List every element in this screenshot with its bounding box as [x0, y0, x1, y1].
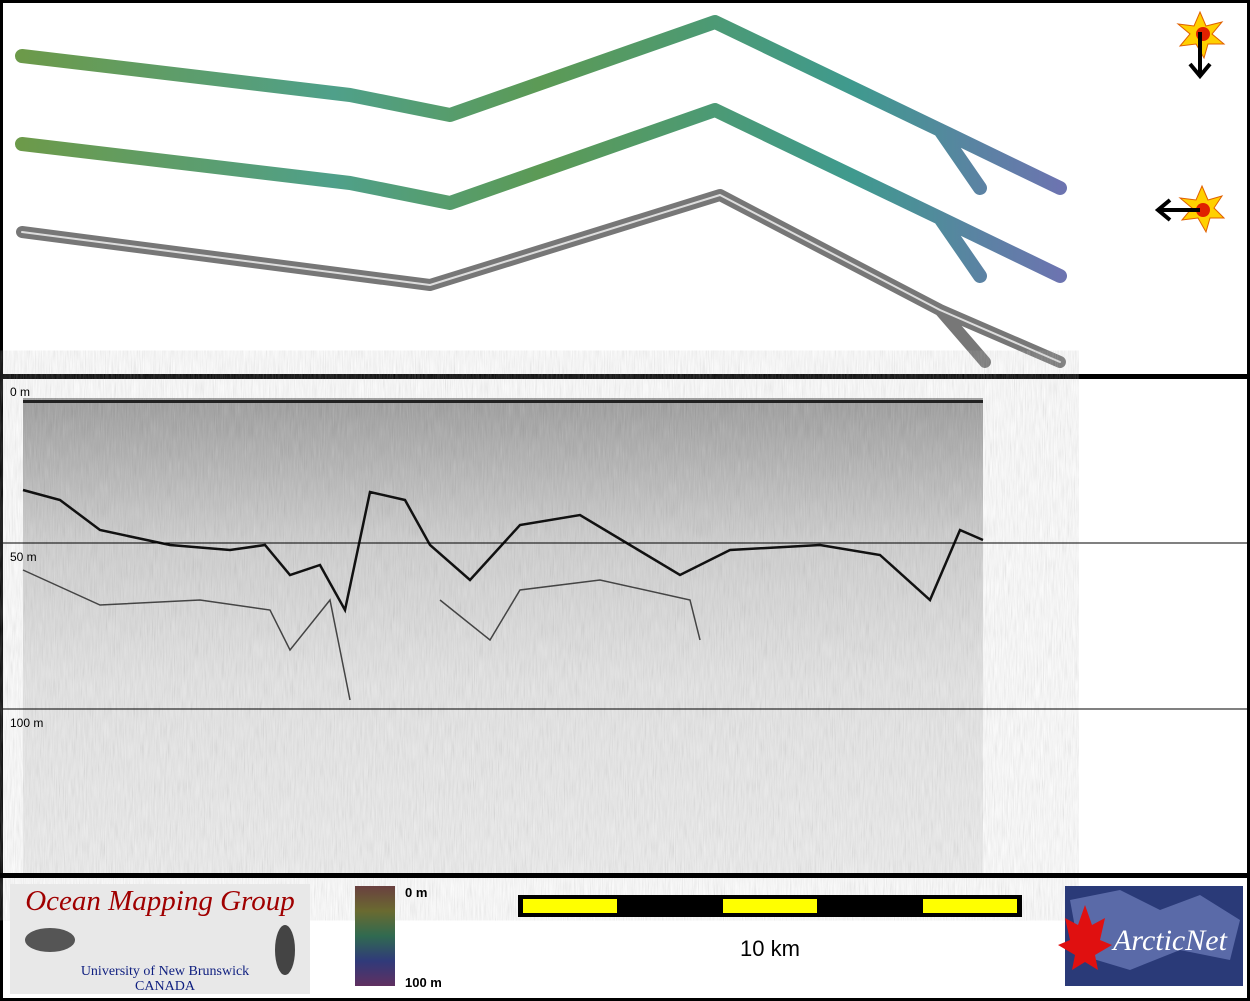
colorbar-label: 0 m	[405, 885, 427, 900]
depth-label: 0 m	[10, 385, 30, 399]
scale-bar	[518, 895, 1022, 917]
sun-icon-north	[1176, 10, 1226, 80]
omg-logo: Ocean Mapping Group University of New Br…	[10, 884, 310, 994]
colorbar	[355, 886, 395, 986]
sub-bottom-reflector	[22, 569, 701, 701]
scale-label: 10 km	[740, 936, 800, 961]
logo-ship	[25, 928, 75, 952]
logo-subtitle: University of New Brunswick	[81, 964, 249, 979]
seafloor-reflector	[22, 488, 984, 614]
sea-surface	[23, 400, 983, 403]
separator	[0, 374, 1250, 379]
swath-shaded-north	[15, 15, 1067, 195]
logo-title: Ocean Mapping Group	[25, 885, 295, 917]
swath-tracks	[15, 15, 1067, 368]
separator	[0, 873, 1250, 878]
swath-nadir	[21, 194, 1061, 363]
logo-title: ArcticNet	[1111, 924, 1228, 957]
depth-label: 50 m	[10, 550, 37, 564]
arcticnet-logo: ArcticNet	[1058, 886, 1243, 986]
depth-label: 100 m	[10, 716, 43, 730]
maple-leaf	[1058, 905, 1112, 970]
sun-icon-east	[1154, 184, 1226, 234]
logo-ship	[275, 925, 295, 975]
logo-country: CANADA	[135, 979, 196, 994]
seismic-noise	[23, 398, 983, 873]
colorbar-label: 100 m	[405, 975, 442, 990]
logo-map	[1070, 890, 1240, 970]
swath-shaded-east	[15, 103, 1067, 283]
